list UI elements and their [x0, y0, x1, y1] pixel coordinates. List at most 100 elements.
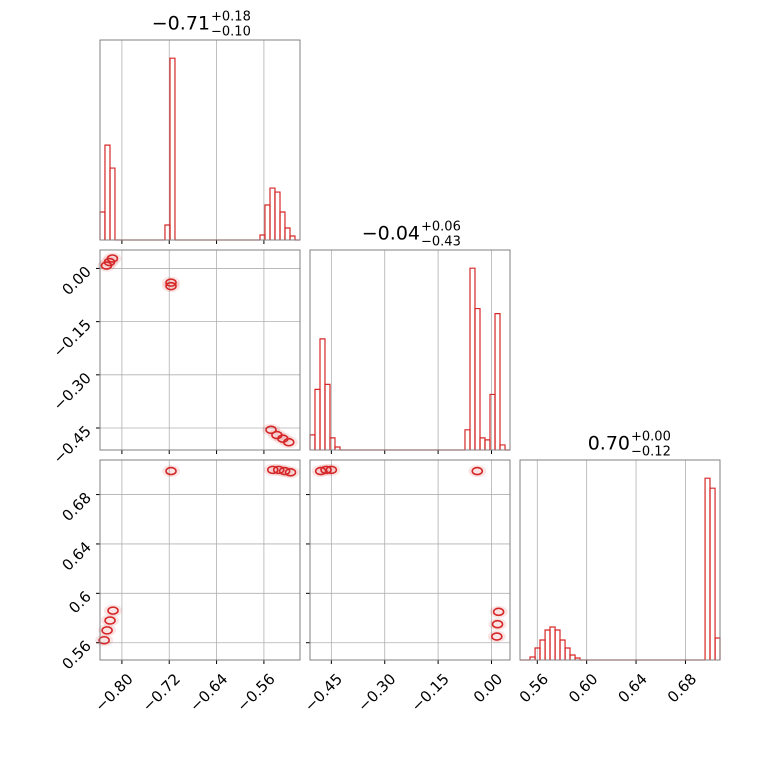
y-tick-label: −0.15 [50, 316, 95, 361]
histogram-bin [484, 439, 491, 450]
panel-frame [99, 39, 301, 241]
x-tick-label: −0.45 [301, 670, 346, 715]
title-upper: +0.06 [421, 220, 461, 235]
title-lower: −0.12 [631, 445, 671, 460]
y-tick-label: −0.30 [50, 369, 95, 414]
density-halo [104, 604, 123, 617]
density-contour [98, 635, 110, 645]
density-contour [266, 465, 279, 475]
density-contour [320, 465, 332, 475]
density-contour [314, 466, 327, 476]
histogram-bin [554, 629, 561, 660]
density-contour [165, 278, 177, 287]
density-halo [487, 630, 506, 643]
density-contour [325, 465, 338, 475]
histogram-bin [714, 637, 721, 660]
histogram-bin [704, 477, 711, 660]
histogram-bin [539, 639, 546, 660]
title-upper: +0.00 [631, 430, 671, 445]
histogram-bin [474, 307, 481, 450]
histogram-bin [464, 429, 471, 450]
density-contour [471, 466, 484, 476]
density-halo [101, 614, 120, 627]
y-tick-label: −0.45 [50, 422, 95, 467]
density-halo [281, 466, 300, 479]
density-halo [322, 463, 341, 476]
histogram-bin [314, 388, 321, 450]
histogram-bin [269, 187, 276, 240]
density-halo [103, 252, 122, 265]
density-halo [262, 423, 281, 436]
histogram-bin [479, 437, 486, 450]
density-contour [265, 425, 277, 435]
density-contour [107, 606, 119, 615]
y-tick-label: 0.6 [65, 587, 95, 617]
histogram-bin [489, 393, 496, 450]
density-contour [104, 616, 116, 625]
density-halo [98, 624, 117, 637]
histogram-bin [334, 446, 341, 450]
density-halo [162, 280, 181, 293]
histogram-bin [274, 191, 281, 240]
panel-frame [309, 459, 511, 661]
density-contour [282, 437, 295, 447]
title-lower: −0.43 [421, 235, 461, 250]
histogram-bin [284, 227, 291, 240]
density-halo [489, 605, 508, 618]
histogram-bin [169, 57, 176, 240]
panel-frame [309, 249, 511, 451]
x-tick-label: −0.80 [91, 670, 136, 715]
x-tick-label: 0.60 [565, 670, 601, 706]
density-halo [488, 618, 507, 631]
density-contour [278, 466, 291, 476]
panel-frame [99, 249, 301, 451]
histogram-bin [329, 437, 336, 450]
density-contour [284, 468, 297, 477]
title-lower: −0.10 [211, 25, 251, 40]
density-halo [162, 465, 181, 478]
histogram-bin [289, 235, 296, 240]
y-tick-label: 0.64 [58, 538, 94, 574]
y-tick-label: 0.56 [58, 637, 94, 673]
density-contour [101, 626, 113, 635]
density-contour [165, 466, 177, 476]
x-tick-label: −0.56 [233, 670, 278, 715]
x-tick-label: 0.68 [664, 670, 700, 706]
histogram-bin [494, 313, 501, 450]
y-tick-label: 0.00 [58, 263, 94, 299]
density-halo [468, 465, 487, 478]
title-value: −0.71 [152, 13, 210, 35]
density-contour [272, 465, 285, 475]
density-halo [273, 432, 292, 445]
density-halo [279, 436, 298, 449]
title-upper: +0.18 [211, 10, 251, 25]
histogram-bin [549, 626, 556, 660]
density-halo [267, 429, 286, 442]
density-halo [275, 465, 294, 478]
histogram-bin [109, 167, 116, 240]
histogram-bin [499, 444, 506, 450]
title-value: −0.04 [362, 223, 420, 245]
histogram-bin [264, 204, 271, 240]
density-halo [269, 463, 288, 476]
histogram-bin [564, 647, 571, 660]
x-tick-label: 0.56 [516, 670, 552, 706]
histogram-bin [469, 267, 476, 450]
x-tick-label: −0.30 [354, 670, 399, 715]
y-tick-label: 0.68 [58, 489, 94, 525]
histogram-bin [324, 383, 331, 450]
x-tick-label: −0.15 [408, 670, 453, 715]
panel-frame [519, 459, 721, 661]
density-contour [165, 281, 177, 291]
density-contour [106, 254, 119, 263]
histogram-bin [319, 338, 326, 450]
histogram-bin [569, 654, 576, 660]
x-tick-label: 0.00 [470, 670, 506, 706]
x-tick-label: −0.64 [186, 670, 231, 715]
histogram-bin [309, 434, 316, 450]
histogram-bin [559, 639, 566, 660]
histogram-bin [104, 144, 111, 240]
density-contour [491, 619, 504, 629]
x-tick-label: −0.72 [139, 670, 184, 715]
